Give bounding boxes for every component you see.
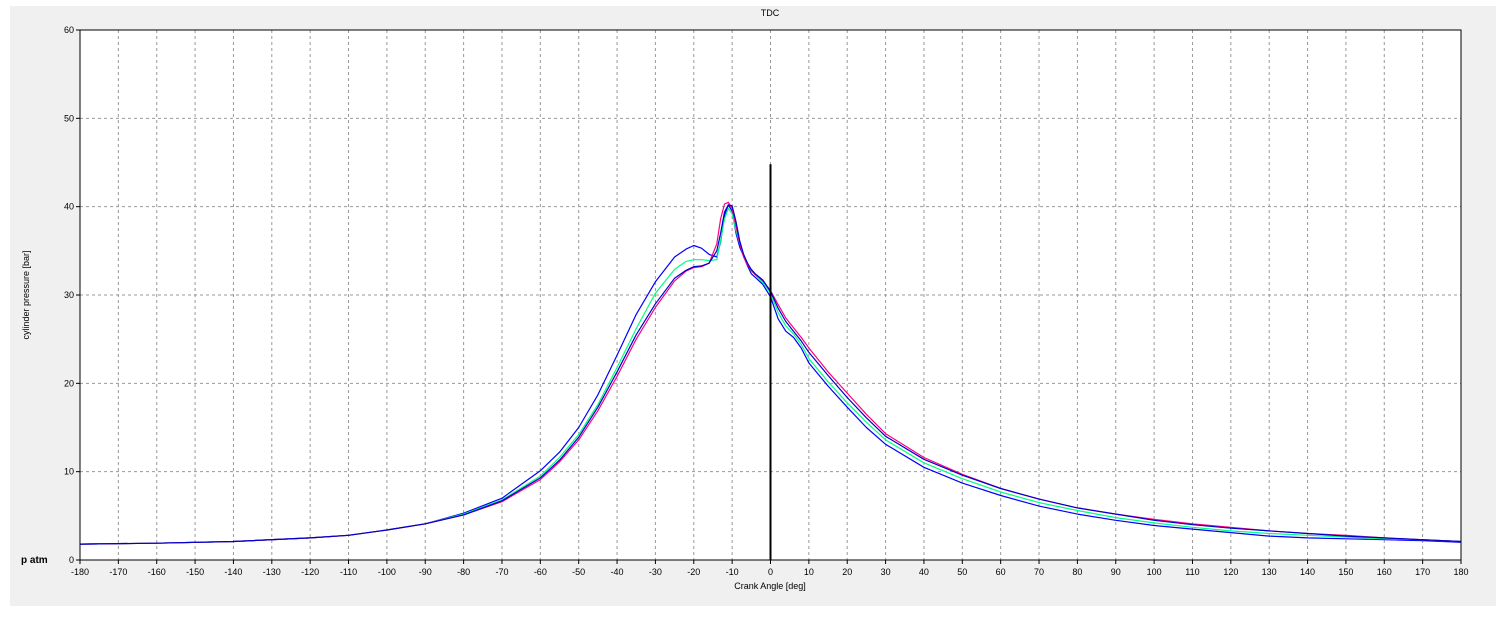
y-tick-labels: 0 10 20 30 40 50 60	[64, 25, 80, 565]
x-tick-label: 170	[1415, 567, 1430, 577]
x-tick-label: -30	[649, 567, 662, 577]
x-tick-label: 130	[1262, 567, 1277, 577]
x-tick-label: 10	[804, 567, 814, 577]
p-atm-label: p atm	[21, 555, 48, 566]
x-tick-label: 60	[996, 567, 1006, 577]
x-tick-label: 110	[1185, 567, 1199, 577]
y-tick-label: 10	[64, 467, 74, 477]
x-tick-label: -120	[301, 567, 319, 577]
x-tick-label: -160	[148, 567, 166, 577]
x-tick-label: 40	[919, 567, 929, 577]
y-tick-label: 30	[64, 290, 74, 300]
pressure-series-line-4	[79, 204, 1462, 545]
x-tick-label: -150	[186, 567, 204, 577]
x-tick-label: 30	[881, 567, 891, 577]
x-tick-label: -70	[495, 567, 508, 577]
y-tick-label: 60	[64, 25, 74, 35]
x-tick-label: 140	[1300, 567, 1315, 577]
x-tick-label: 160	[1377, 567, 1392, 577]
x-tick-label: -80	[457, 567, 470, 577]
y-tick-label: 0	[69, 555, 74, 565]
x-tick-label: -140	[224, 567, 242, 577]
x-tick-label: 20	[842, 567, 852, 577]
x-tick-label: 0	[768, 567, 773, 577]
x-tick-label: -180	[71, 567, 89, 577]
x-tick-label: -170	[109, 567, 127, 577]
x-tick-label: 120	[1223, 567, 1238, 577]
x-axis-label: Crank Angle [deg]	[734, 581, 806, 591]
x-tick-label: -50	[572, 567, 585, 577]
chart-title: TDC	[761, 8, 780, 18]
x-tick-label: -110	[340, 567, 357, 577]
x-tick-label: -90	[419, 567, 432, 577]
chart-panel: -180 -170 -160 -150 -140 -130 -120 -110 -100 -90-…	[10, 6, 1496, 606]
x-tick-label: -60	[534, 567, 547, 577]
x-tick-label: 70	[1034, 567, 1044, 577]
x-tick-label: 180	[1453, 567, 1468, 577]
x-tick-label: 100	[1147, 567, 1162, 577]
x-tick-label: -100	[378, 567, 396, 577]
x-tick-label: -20	[687, 567, 700, 577]
x-tick-label: 80	[1072, 567, 1082, 577]
series-layer	[79, 201, 1462, 545]
x-tick-label: 90	[1111, 567, 1121, 577]
y-tick-label: 40	[64, 202, 74, 212]
x-tick-label: 150	[1338, 567, 1353, 577]
x-tick-labels: -180 -170 -160 -150 -140 -130 -120 -110 -100 -90-…	[71, 560, 1469, 577]
x-tick-label: -10	[726, 567, 739, 577]
y-axis-label: cylinder pressure [bar]	[21, 250, 31, 339]
y-tick-label: 50	[64, 113, 74, 123]
pressure-chart: -180 -170 -160 -150 -140 -130 -120 -110 -100 -90-…	[21, 8, 1469, 591]
x-tick-label: 50	[957, 567, 967, 577]
x-tick-label: -130	[263, 567, 281, 577]
x-tick-label: -40	[611, 567, 624, 577]
y-tick-label: 20	[64, 378, 74, 388]
